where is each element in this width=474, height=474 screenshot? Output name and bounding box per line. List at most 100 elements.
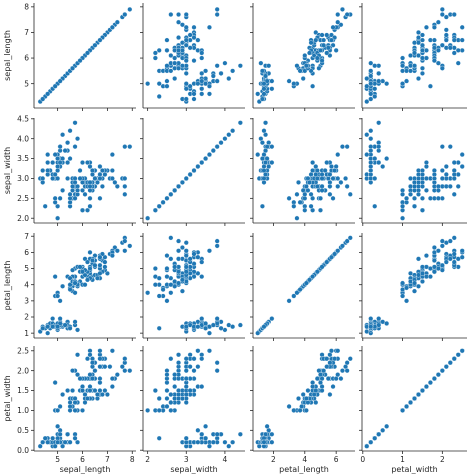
data-point <box>376 70 382 76</box>
data-point <box>443 172 449 177</box>
data-point <box>109 168 115 173</box>
data-point <box>404 403 410 409</box>
data-point <box>291 81 297 87</box>
data-point <box>332 168 338 173</box>
data-point <box>122 183 128 189</box>
data-point <box>291 293 297 299</box>
data-point <box>203 435 209 441</box>
data-point <box>45 91 51 97</box>
data-point <box>156 435 162 441</box>
data-point <box>109 175 115 181</box>
data-point <box>195 427 201 433</box>
data-point <box>423 253 429 259</box>
data-point <box>57 195 63 201</box>
data-point <box>423 175 429 181</box>
data-point <box>443 14 449 20</box>
data-point <box>55 293 61 299</box>
data-point <box>172 76 178 82</box>
data-point <box>259 203 265 209</box>
y-tick-label: 0.0 <box>17 446 29 455</box>
data-point <box>45 330 51 336</box>
data-point <box>89 172 95 177</box>
data-point <box>419 37 425 43</box>
y-tick-label: 0.5 <box>17 426 29 435</box>
data-point <box>416 191 421 197</box>
data-point <box>314 376 320 382</box>
data-point <box>183 96 189 102</box>
data-point <box>214 368 220 374</box>
data-point <box>214 63 220 69</box>
data-point <box>214 144 220 150</box>
data-point <box>416 76 421 82</box>
data-point <box>451 50 457 56</box>
data-point <box>259 156 265 162</box>
data-point <box>261 128 267 134</box>
data-point <box>416 40 421 46</box>
data-point <box>447 183 453 189</box>
data-point <box>203 320 209 326</box>
data-point <box>42 203 48 209</box>
data-point <box>372 175 378 181</box>
data-point <box>199 86 205 92</box>
data-point <box>172 60 178 66</box>
data-point <box>179 288 185 294</box>
data-point <box>183 356 189 362</box>
data-point <box>176 360 182 366</box>
data-point <box>164 372 170 378</box>
data-point <box>439 42 445 48</box>
data-point <box>183 58 189 64</box>
data-point <box>318 47 323 53</box>
panel-sepal_length-vs-petal_width <box>359 3 467 111</box>
panel-sepal_width-vs-sepal_width <box>140 118 245 226</box>
data-point <box>97 270 103 276</box>
x-tick-label: 3 <box>184 455 189 464</box>
data-point <box>447 238 453 244</box>
data-point <box>199 91 205 97</box>
data-point <box>416 35 421 41</box>
data-point <box>443 164 449 169</box>
x-tick-label: 4 <box>302 455 307 464</box>
data-point <box>102 259 108 265</box>
y-tick-label: 6 <box>24 54 29 63</box>
data-point <box>431 245 437 251</box>
data-point <box>451 259 457 265</box>
data-point <box>183 24 189 30</box>
data-point <box>82 191 88 197</box>
data-point <box>168 282 174 288</box>
data-point <box>156 293 162 299</box>
data-point <box>459 37 465 43</box>
data-point <box>419 278 425 284</box>
data-point <box>70 388 76 394</box>
data-point <box>176 238 182 244</box>
data-point <box>335 12 341 17</box>
data-point <box>303 183 309 189</box>
data-point <box>183 253 189 259</box>
data-point <box>127 6 133 12</box>
data-point <box>75 372 81 378</box>
data-point <box>459 248 465 254</box>
data-point <box>164 83 170 89</box>
data-point <box>400 203 406 209</box>
data-point <box>222 136 228 142</box>
data-point <box>60 392 66 397</box>
data-point <box>94 392 100 397</box>
data-point <box>261 91 267 97</box>
data-point <box>187 83 193 89</box>
data-point <box>65 140 71 146</box>
panel-petal_width-vs-sepal_length: 5 6 7 8 0.0 0.5 1.0 1.5 2.0 2.5 sepal_length petal_… <box>3 346 136 474</box>
data-point <box>327 183 333 189</box>
data-point <box>80 187 85 193</box>
data-point <box>82 282 88 288</box>
data-point <box>269 78 275 84</box>
y-tick-label: 1.5 <box>17 386 29 395</box>
data-point <box>164 274 170 280</box>
data-point <box>72 290 78 296</box>
data-point <box>168 68 174 74</box>
data-point <box>179 179 185 185</box>
data-point <box>325 376 331 382</box>
y-tick-label: 2.5 <box>17 346 29 355</box>
data-point <box>339 144 345 150</box>
data-point <box>416 53 421 58</box>
x-tick-label: 5 <box>55 455 60 464</box>
data-point <box>259 140 265 146</box>
